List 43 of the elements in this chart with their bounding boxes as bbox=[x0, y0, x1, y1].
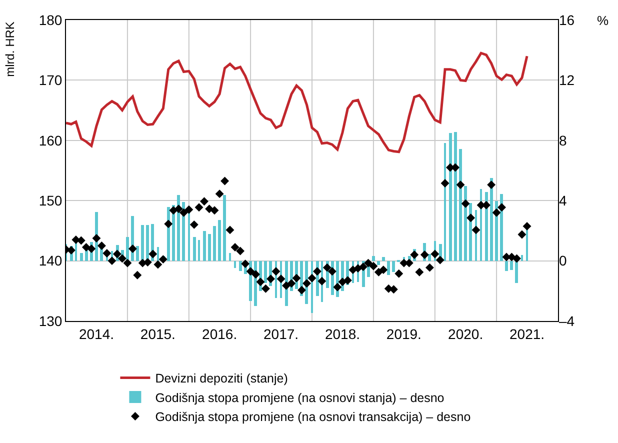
bar bbox=[382, 257, 385, 261]
y2-tick-label: 4 bbox=[559, 192, 567, 208]
legend-label: Godišnja stopa promjene (na osnovi stanja) – desno bbox=[155, 390, 444, 405]
bar bbox=[193, 237, 196, 261]
bar bbox=[377, 261, 380, 265]
line-series bbox=[66, 52, 528, 154]
x-tick-label: 2017. bbox=[263, 326, 299, 342]
y-tick-label: 180 bbox=[38, 12, 62, 28]
bar bbox=[208, 234, 211, 261]
bar bbox=[392, 261, 395, 272]
x-tick-label: 2016. bbox=[202, 326, 238, 342]
x-tick-label: 2014. bbox=[78, 326, 114, 342]
y2-axis-title: % bbox=[597, 13, 609, 28]
legend-label: Godišnja stopa promjene (na osnovi transakcija) – desno bbox=[155, 410, 471, 424]
bar bbox=[157, 247, 159, 261]
legend-label: Devizni depoziti (stanje) bbox=[155, 372, 288, 386]
y-tick-label: 170 bbox=[38, 72, 62, 88]
y-tick-label: 130 bbox=[38, 312, 62, 329]
bar bbox=[80, 253, 83, 261]
x-tick-label: 2020. bbox=[448, 326, 484, 342]
bar bbox=[203, 231, 206, 261]
bar bbox=[188, 213, 190, 261]
bar bbox=[213, 226, 216, 261]
bar bbox=[198, 240, 200, 261]
y2-tick-label: 8 bbox=[559, 132, 567, 148]
bar bbox=[218, 220, 221, 261]
x-tick-label: 2015. bbox=[140, 326, 176, 342]
y2-tick-label: 16 bbox=[559, 12, 575, 28]
y2-tick-label: 12 bbox=[559, 72, 575, 88]
y-tick-label: 150 bbox=[38, 192, 62, 208]
x-tick-label: 2018. bbox=[324, 326, 360, 342]
bar bbox=[136, 246, 139, 261]
x-tick-label: 2019. bbox=[386, 326, 422, 342]
bar bbox=[229, 253, 231, 261]
y-axis-title: mlrd. HRK bbox=[2, 22, 17, 77]
y-tick-label: 140 bbox=[38, 252, 62, 269]
bar bbox=[223, 195, 226, 261]
y-tick-label: 160 bbox=[38, 132, 62, 148]
y2-tick-label: 0 bbox=[559, 252, 567, 269]
bar bbox=[234, 261, 236, 268]
y2-tick-label: –4 bbox=[559, 312, 575, 329]
x-tick-label: 2021. bbox=[509, 326, 545, 342]
bar bbox=[444, 143, 446, 261]
